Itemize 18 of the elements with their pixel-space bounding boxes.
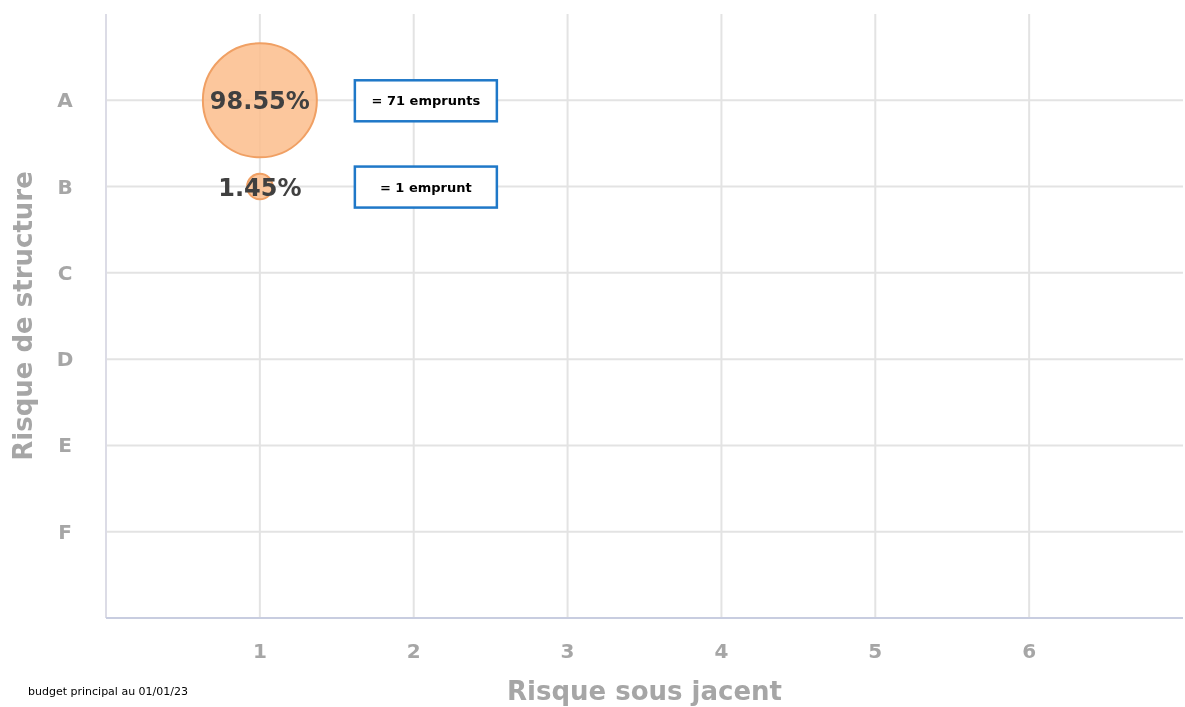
annotation: = 1 emprunt [379,179,472,195]
y-tick-label: F [58,519,72,544]
text: budget principal au 01/01/23 [28,685,189,698]
x-axis-title: Risque sous jacent [506,676,783,706]
annotation: = 71 emprunts [371,93,481,109]
x-tick-label: 2 [406,639,421,663]
y-tick-label: D [56,347,74,372]
x-tick-label: 1 [252,639,267,663]
x-tick-label: 5 [868,639,883,663]
x-tick-label: 3 [560,639,575,663]
y-tick-label: E [58,433,72,458]
y-axis-title: Risque de structure [8,171,38,461]
x-tick-label: 4 [714,639,729,663]
y-tick-label: B [57,174,73,199]
y-tick-label: C [57,260,73,285]
y-tick-label: A [57,88,74,113]
annotation: 98.55% [209,87,310,116]
x-tick-label: 6 [1022,639,1037,663]
